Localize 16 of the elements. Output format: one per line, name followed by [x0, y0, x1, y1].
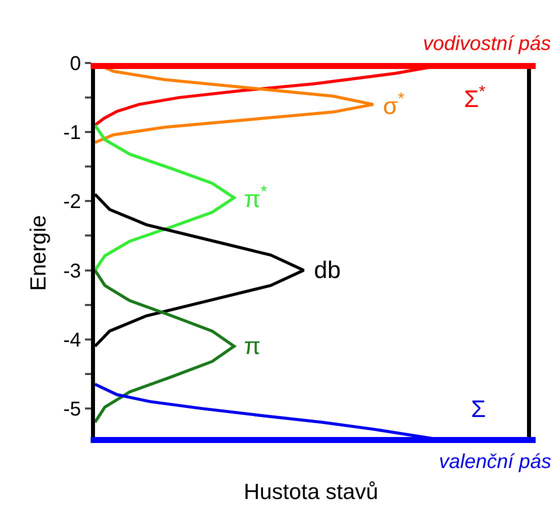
ref-line-label: vodivostní pás — [423, 33, 551, 55]
series-label: π$^{*}$ — [244, 182, 268, 214]
x-axis-title: Hustota stavů — [244, 478, 378, 504]
y-tick-label: -5 — [63, 398, 81, 420]
y-tick-label: 0 — [70, 53, 81, 75]
ref-line-label: valenční pás — [439, 451, 552, 473]
series-label: σ$^{*}$ — [383, 89, 405, 120]
y-axis-title: Energie — [26, 215, 51, 291]
y-tick-label: -3 — [63, 260, 81, 282]
series-label: π — [244, 333, 261, 360]
y-tick-label: -4 — [63, 329, 81, 352]
y-tick-label: -1 — [63, 122, 81, 144]
series-label: Σ$^{*}$ — [464, 82, 486, 114]
series-label: Σ — [471, 396, 486, 423]
series-label: db — [314, 257, 341, 284]
y-tick-label: -2 — [63, 191, 81, 214]
